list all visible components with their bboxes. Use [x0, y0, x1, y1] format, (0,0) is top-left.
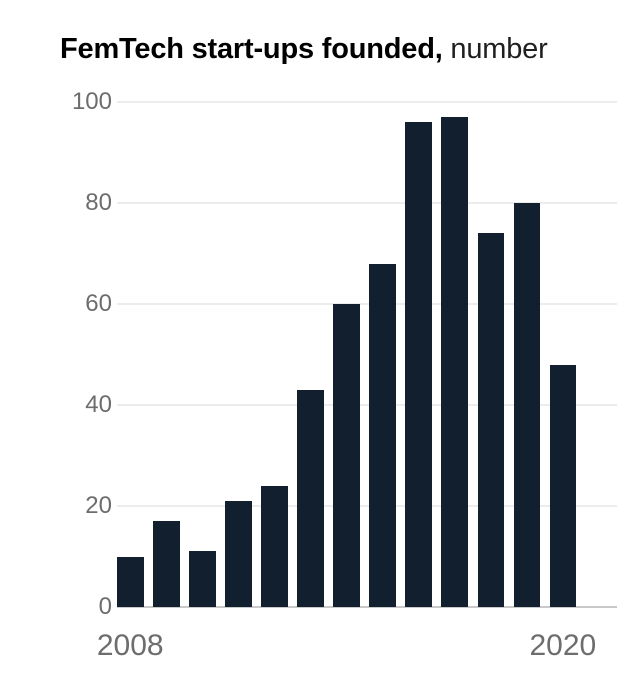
bar-2018	[477, 233, 504, 607]
bar-2008	[117, 556, 144, 607]
gridline-80	[117, 202, 617, 204]
gridline-100	[117, 101, 617, 103]
bar-2020	[549, 364, 577, 607]
chart-title-main: FemTech start-ups founded,	[60, 33, 443, 65]
bar-2017	[441, 117, 468, 607]
bar-2009	[153, 521, 180, 607]
y-tick-label-20: 20	[85, 492, 112, 519]
x-tick-label-2020: 2020	[529, 629, 597, 662]
bar-2015	[369, 263, 396, 607]
gridline-20	[117, 505, 617, 507]
y-tick-label-0: 0	[98, 593, 112, 620]
y-tick-label-60: 60	[85, 290, 112, 317]
y-tick-label-40: 40	[85, 391, 112, 418]
bar-2019	[513, 203, 541, 607]
x-axis-line	[117, 606, 617, 608]
bar-2013	[297, 389, 324, 607]
bar-2012	[261, 485, 288, 607]
bar-2014	[333, 304, 360, 607]
bar-2010	[189, 551, 216, 607]
gridline-60	[117, 303, 617, 305]
bar-2016	[405, 122, 432, 607]
gridline-40	[117, 404, 617, 406]
chart-title-unit: number	[450, 33, 548, 65]
y-tick-label-80: 80	[85, 189, 112, 216]
bar-2011	[225, 500, 252, 607]
x-tick-label-2008: 2008	[96, 629, 164, 662]
y-tick-label-100: 100	[71, 88, 112, 115]
chart-title: FemTech start-ups founded, number	[60, 33, 548, 66]
